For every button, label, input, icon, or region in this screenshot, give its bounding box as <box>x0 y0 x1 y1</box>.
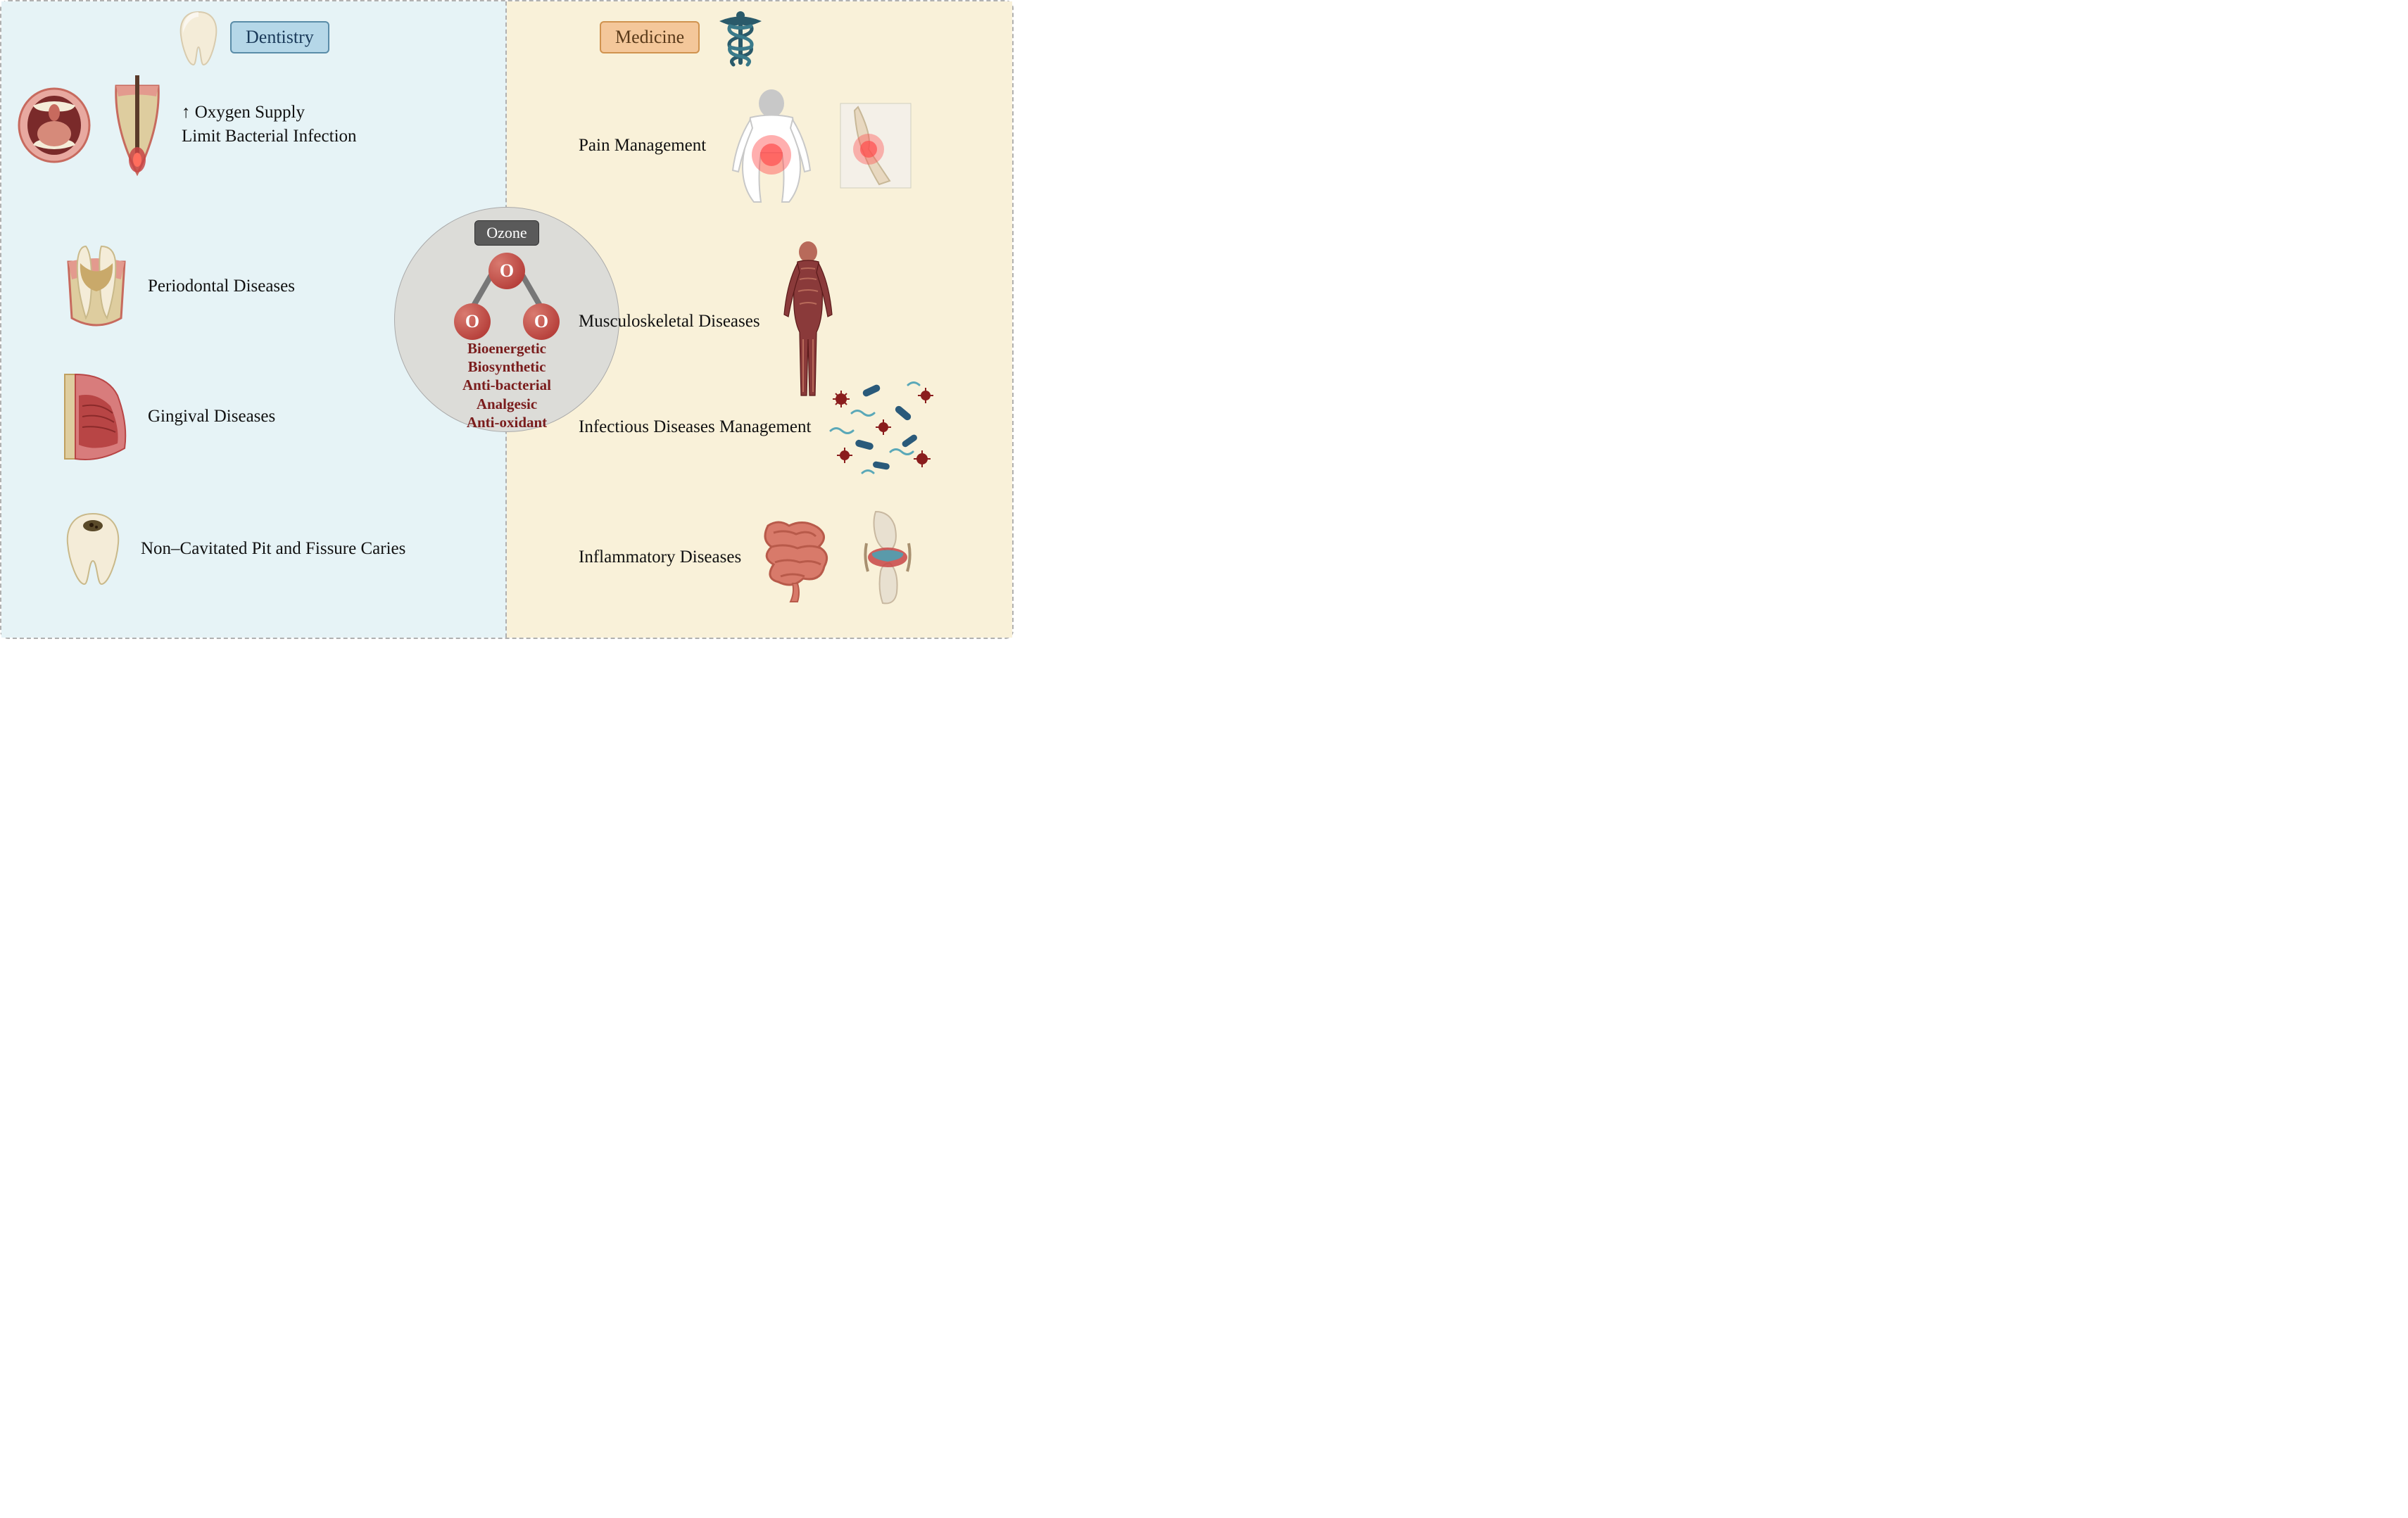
atom-label: O <box>534 311 548 332</box>
prop-antioxidant: Anti-oxidant <box>462 413 551 431</box>
pit-fissure-label: Non–Cavitated Pit and Fissure Caries <box>141 539 405 559</box>
prop-biosynthetic: Biosynthetic <box>462 358 551 376</box>
tooth-icon <box>174 8 223 68</box>
ozone-title: Ozone <box>474 220 538 246</box>
infectious-label: Infectious Diseases Management <box>579 417 811 437</box>
microbes-icon <box>824 374 943 480</box>
item-pain: Pain Management <box>579 86 914 205</box>
item-oxygen-supply: ↑ Oxygen Supply Limit Bacterial Infectio… <box>15 72 357 177</box>
tooth-root-inflamed-icon <box>106 72 169 177</box>
back-pain-body-icon <box>719 86 824 205</box>
knee-joint-icon <box>851 508 935 607</box>
inflammatory-label: Inflammatory Diseases <box>579 548 741 567</box>
prop-analgesic: Analgesic <box>462 395 551 413</box>
caduceus-icon <box>712 8 769 72</box>
intestine-icon <box>754 512 838 603</box>
oxygen-supply-label-line1: ↑ Oxygen Supply <box>182 101 357 125</box>
item-periodontal: Periodontal Diseases <box>58 241 295 332</box>
atom-label: O <box>500 260 514 282</box>
periodontal-label: Periodontal Diseases <box>148 277 295 296</box>
atom-label: O <box>465 311 479 332</box>
musculoskeletal-label: Musculoskeletal Diseases <box>579 312 760 331</box>
ozone-molecule-icon: O O O <box>447 253 567 335</box>
gingiva-icon <box>58 367 135 466</box>
item-pit-fissure: Non–Cavitated Pit and Fissure Caries <box>58 508 405 589</box>
item-gingival: Gingival Diseases <box>58 367 275 466</box>
tooth-caries-icon <box>58 508 128 589</box>
item-infectious: Infectious Diseases Management <box>579 374 943 480</box>
medicine-label: Medicine <box>600 21 700 53</box>
prop-bioenergetic: Bioenergetic <box>462 339 551 358</box>
item-inflammatory: Inflammatory Diseases <box>579 508 935 607</box>
periodontal-tooth-icon <box>58 241 135 332</box>
open-mouth-icon <box>15 84 93 165</box>
dentistry-label: Dentistry <box>230 21 329 53</box>
oxygen-supply-label-line2: Limit Bacterial Infection <box>182 125 357 148</box>
knee-pain-icon <box>837 100 914 191</box>
ozone-properties: Bioenergetic Biosynthetic Anti-bacterial… <box>462 339 551 431</box>
prop-antibacterial: Anti-bacterial <box>462 376 551 394</box>
gingival-label: Gingival Diseases <box>148 407 275 426</box>
pain-label: Pain Management <box>579 136 706 156</box>
